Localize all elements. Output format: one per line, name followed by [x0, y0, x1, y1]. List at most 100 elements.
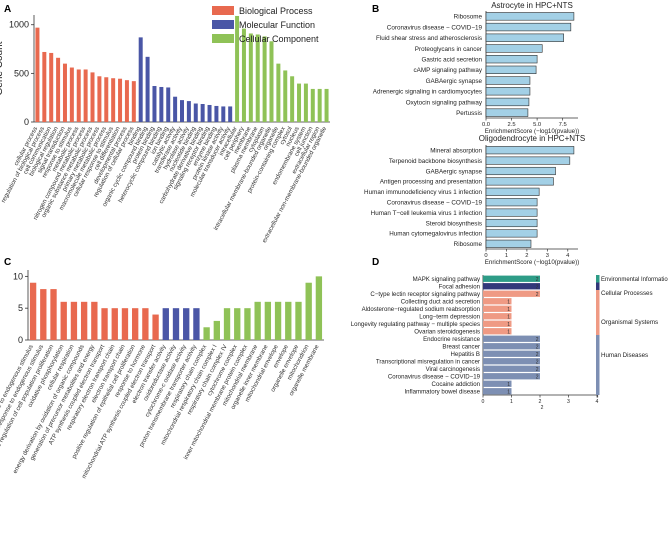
bar	[183, 308, 190, 340]
bar	[244, 308, 251, 340]
bar	[274, 301, 282, 340]
bar	[159, 86, 164, 122]
category-label: Human T−cell leukemia virus 1 infection	[371, 210, 483, 217]
category-label: Aldosterone−regulated sodium reabsorptio…	[362, 306, 480, 313]
category-label: Viral carcinogenesis	[426, 366, 480, 373]
bar	[483, 298, 512, 305]
bar	[485, 76, 531, 85]
bar	[483, 305, 512, 312]
bar	[305, 282, 312, 340]
bar	[101, 308, 108, 340]
bar	[290, 76, 295, 122]
bar	[121, 308, 129, 340]
category-label: Gastric acid secretion	[421, 56, 482, 63]
bar-value-label: 2	[536, 367, 539, 373]
bar	[162, 308, 169, 340]
bar	[483, 328, 512, 335]
bar	[221, 106, 226, 122]
bar	[485, 187, 540, 196]
bar	[213, 320, 220, 340]
bar	[485, 22, 572, 32]
panel-label-a: A	[4, 4, 11, 15]
bar	[180, 100, 184, 122]
bar	[70, 301, 78, 340]
x-tick-label: 2.5	[508, 122, 516, 128]
bar	[485, 208, 538, 217]
bar	[485, 239, 532, 248]
bar	[131, 81, 136, 122]
chart-go-oligodendrocyte: 0510Gene Countresponse to endogenous sti…	[0, 270, 324, 480]
bar	[254, 301, 261, 340]
bar	[83, 69, 88, 122]
category-label: Hepatitis B	[451, 351, 480, 358]
bar-value-label: 2	[536, 352, 539, 358]
bar	[483, 388, 512, 395]
bar	[485, 146, 575, 155]
x-tick-label: 1	[505, 253, 508, 259]
chart-astrocyte-enrichment: Astrocyte in HPC+NTS Ribosome Coronavirus …	[373, 1, 579, 135]
bar	[50, 289, 57, 340]
y-tick-label: 500	[14, 68, 29, 78]
legend-swatch	[212, 34, 234, 43]
category-label: Transcriptional misregulation in cancer	[376, 358, 480, 365]
bar	[262, 36, 267, 122]
category-label: Coronavirus disease − COVID−19	[387, 24, 483, 31]
x-tick-label: 5.0	[533, 122, 541, 128]
bar	[485, 218, 538, 228]
bar	[234, 308, 241, 340]
category-label: cAMP signaling pathway	[414, 67, 483, 74]
legend-label: Molecular Function	[239, 20, 315, 30]
bar	[483, 373, 540, 380]
bar	[264, 301, 272, 340]
bar	[485, 65, 537, 75]
bar	[173, 96, 178, 122]
chart-kegg-classification: 2 MAPK signaling pathway 2 Focal adhesion 2 C…	[351, 275, 668, 411]
bar	[186, 101, 191, 122]
bar	[172, 308, 180, 340]
panel-label-c: C	[4, 257, 11, 268]
bar-value-label: 1	[507, 307, 510, 313]
bar	[152, 86, 157, 122]
category-label: GABAergic synapse	[426, 78, 483, 85]
bar	[62, 63, 67, 122]
category-label: Breast cancer	[442, 343, 480, 350]
category-label: MAPK signaling pathway	[413, 276, 481, 283]
x-tick-label: 0	[484, 253, 487, 259]
category-label: Ribosome	[454, 14, 483, 21]
bar	[269, 41, 274, 122]
category-label: Endocrine resistance	[423, 336, 481, 343]
bar	[193, 308, 200, 340]
bar	[223, 308, 231, 340]
bar	[90, 72, 95, 122]
x-tick-label: 2	[539, 399, 542, 405]
x-tick-label: 3	[567, 399, 570, 405]
bar	[200, 104, 205, 122]
category-label: Ribosome	[454, 241, 483, 248]
bar	[485, 177, 554, 186]
bar-value-label: 1	[507, 329, 510, 335]
x-tick-label: 4	[566, 253, 570, 259]
x-tick-label: 4	[596, 399, 599, 405]
group-label: Human Diseases	[601, 352, 648, 359]
group-bar	[596, 290, 600, 335]
bar	[483, 358, 540, 365]
y-axis-label: Gene Count	[0, 41, 5, 95]
bar	[35, 27, 40, 122]
category-label: GABAergic synapse	[426, 168, 483, 175]
bar	[483, 343, 540, 350]
bar	[118, 78, 123, 122]
legend-swatch	[212, 6, 234, 15]
group-label: Organismal Systems	[601, 319, 658, 326]
bar	[485, 198, 538, 207]
bar-value-label: 2	[536, 292, 539, 298]
y-tick-label: 0	[24, 117, 29, 127]
bar	[40, 289, 47, 340]
bar	[152, 314, 159, 340]
bar	[483, 290, 540, 297]
bar	[485, 12, 575, 21]
group-label: Environmental Information Processing	[601, 277, 668, 283]
category-label: Pertussis	[456, 110, 482, 117]
bar-value-label: 2	[536, 344, 539, 350]
bar	[317, 88, 322, 122]
